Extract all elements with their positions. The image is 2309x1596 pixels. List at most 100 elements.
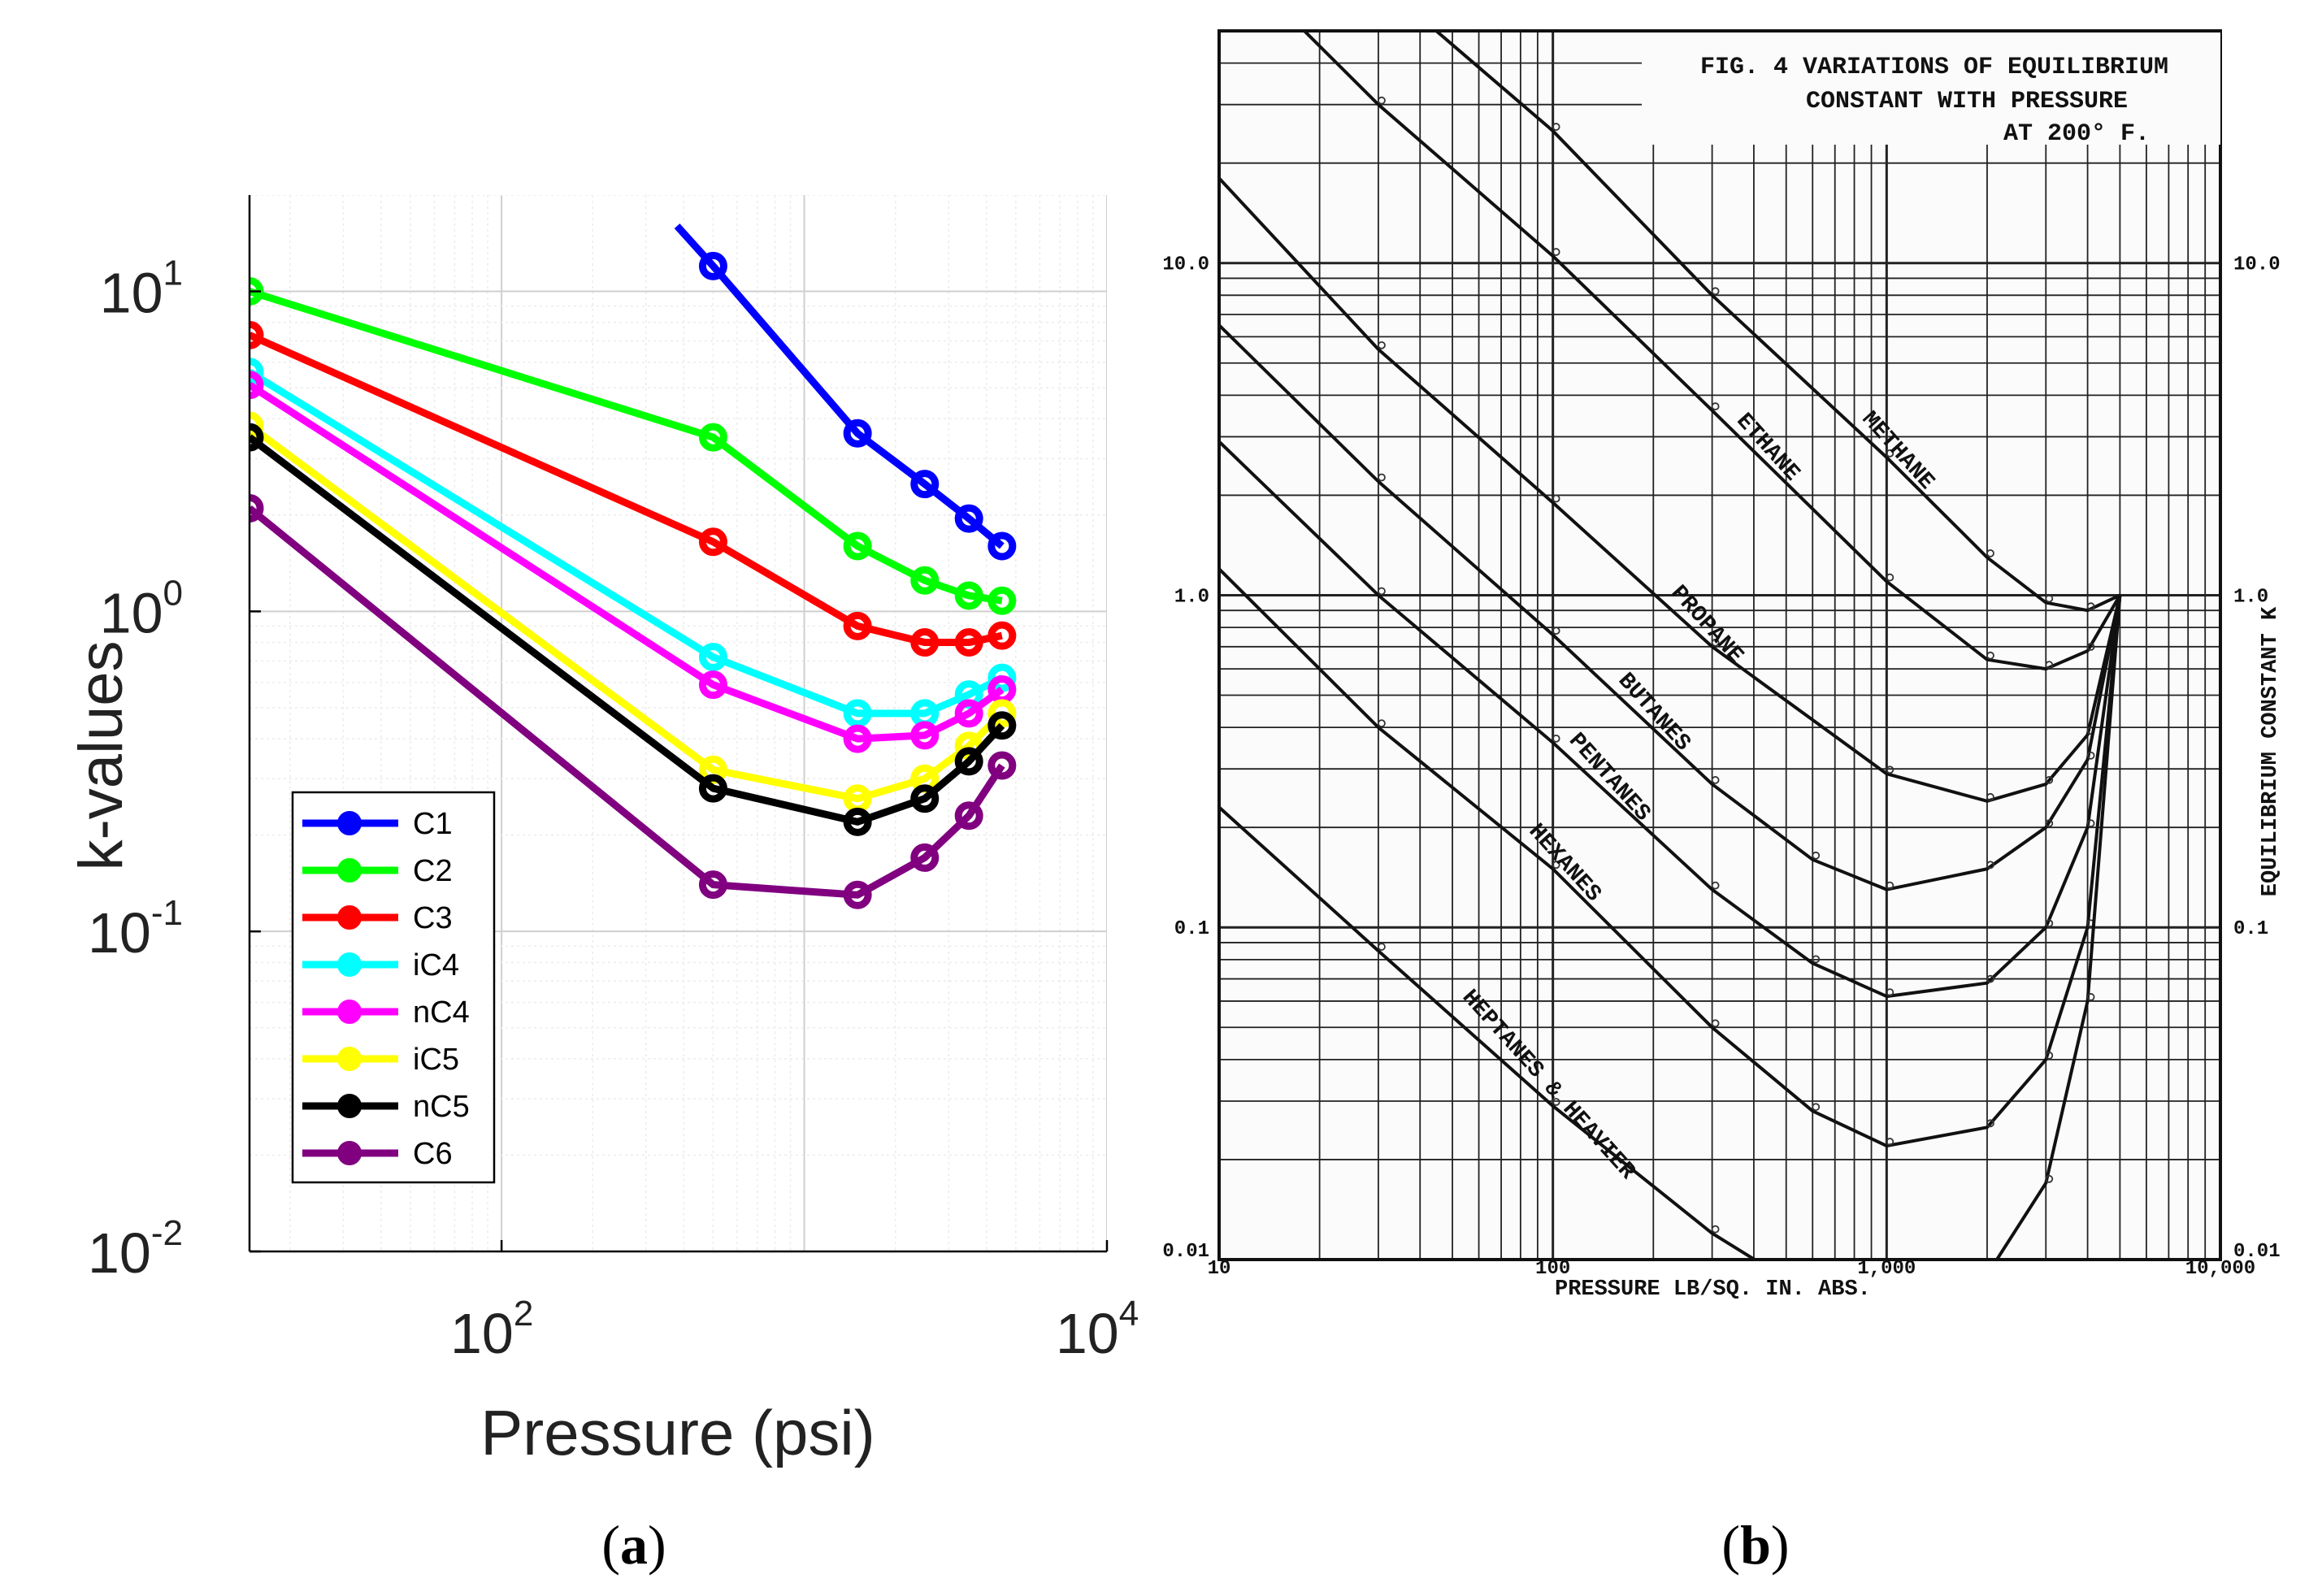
- data-point: [2086, 643, 2095, 651]
- data-point: [1986, 549, 1994, 557]
- data-point: [2045, 594, 2054, 603]
- legend: C1 C2 C3 iC4 nC4 iC5 nC5 C6: [291, 791, 496, 1184]
- legend-item-C1: C1: [302, 807, 453, 841]
- data-point-C2: [910, 566, 940, 595]
- data-point: [1552, 861, 1560, 870]
- x-axis-label: PRESSURE LB/SQ. IN. ABS.: [1555, 1277, 1871, 1302]
- x-tick-label: 10,000: [2185, 1258, 2255, 1280]
- legend-swatch-marker: [337, 905, 362, 930]
- data-point: [1711, 776, 1720, 784]
- data-point-C3: [987, 621, 1017, 650]
- curve-line: [1434, 31, 2121, 613]
- curve-butanes: [1219, 323, 2122, 891]
- legend-swatch-marker: [337, 1141, 362, 1165]
- data-point-iC5: [250, 411, 264, 440]
- data-point: [1552, 627, 1560, 635]
- data-point: [1986, 1119, 1994, 1128]
- data-point: [2045, 776, 2054, 784]
- data-point-C6: [698, 870, 727, 900]
- curve-line: [1219, 567, 2122, 1148]
- series-line-nC4: [250, 381, 1005, 743]
- data-point: [1378, 340, 1386, 349]
- data-point: [1886, 1308, 1893, 1314]
- data-point: [1812, 851, 1821, 860]
- data-point-C3: [250, 320, 264, 349]
- data-point-iC4: [843, 699, 872, 728]
- data-point-C6: [910, 843, 940, 872]
- y-tick-label-right: 0.01: [2233, 1241, 2281, 1263]
- data-point-C1: [698, 251, 727, 280]
- data-point: [1552, 734, 1560, 743]
- legend-item-nC4: nC4: [302, 995, 470, 1030]
- data-point-iC4: [987, 663, 1017, 692]
- series-line-C2: [250, 288, 1003, 605]
- data-point-C2: [987, 586, 1017, 615]
- data-point: [1378, 96, 1386, 105]
- data-point: [1552, 1098, 1560, 1106]
- data-point-nC5: [954, 747, 983, 776]
- data-point: [1886, 988, 1895, 997]
- axis-ticks: 10 100 1,000 10,000 10.0 1.0 0.1 0.01 10.0 1.0 0.1…: [1162, 254, 2280, 1280]
- data-point: [2045, 661, 2054, 670]
- y-tick-label-left: 1.0: [1174, 586, 1209, 608]
- data-point: [1711, 287, 1720, 296]
- data-point-C6: [987, 751, 1017, 780]
- legend-label: C6: [413, 1137, 453, 1171]
- data-point: [2086, 751, 2095, 760]
- legend-item-iC4: iC4: [302, 948, 459, 982]
- legend-label: nC4: [413, 995, 470, 1030]
- data-point: [1552, 494, 1560, 503]
- data-point-nC4: [698, 670, 727, 700]
- data-point: [1552, 123, 1560, 131]
- series-layer: [250, 223, 1017, 909]
- y-tick-label-right: 0.1: [2233, 918, 2268, 940]
- caption-b: (b): [1721, 1514, 1789, 1576]
- y-tick-label: 101: [100, 254, 183, 325]
- data-point: [1986, 974, 1994, 983]
- legend-item-C6: C6: [302, 1137, 453, 1171]
- curve-heptanes-heavier: [1219, 595, 2122, 1314]
- data-point-nC4: [843, 724, 872, 753]
- data-point: [1812, 955, 1821, 964]
- curve-hexanes: [1219, 567, 2122, 1148]
- legend-swatch-marker: [337, 858, 362, 883]
- title-line-1: FIG. 4 VARIATIONS OF EQUILIBRIUM: [1700, 54, 2168, 81]
- legend-swatch-marker: [337, 1094, 362, 1118]
- data-point: [2086, 993, 2095, 1001]
- x-tick-label: 104: [1056, 1294, 1139, 1365]
- data-point-nC4: [910, 721, 940, 750]
- legend-item-iC5: iC5: [302, 1043, 459, 1077]
- x-tick-label: 10: [1208, 1258, 1231, 1280]
- legend-label: C2: [413, 854, 453, 888]
- title-line-2: CONSTANT WITH PRESSURE: [1806, 88, 2128, 115]
- data-point: [1886, 573, 1895, 582]
- legend-label: C3: [413, 901, 453, 935]
- series-C1: [674, 223, 1017, 561]
- legend-label: C1: [413, 807, 453, 841]
- y-tick-label-left: 0.1: [1174, 918, 1209, 940]
- data-point-C6: [843, 880, 872, 909]
- y-tick-label-left: 0.01: [1162, 1241, 1209, 1263]
- curve-line: [1219, 177, 2122, 803]
- x-tick-label: 102: [450, 1294, 533, 1365]
- series-line-iC4: [250, 368, 1004, 718]
- data-point: [2086, 819, 2095, 828]
- curve-propane: [1219, 177, 2122, 803]
- data-point: [1711, 638, 1720, 647]
- legend-swatch-marker: [337, 811, 362, 835]
- data-point-C3: [910, 628, 940, 657]
- data-point: [2045, 819, 2054, 828]
- y-tick-label: 10-2: [88, 1213, 183, 1285]
- curve-pentanes: [1219, 440, 2122, 999]
- x-tick-label: 100: [1535, 1258, 1570, 1280]
- curve-line: [1219, 595, 2122, 1260]
- data-point-C1: [987, 531, 1017, 561]
- data-point: [1711, 1019, 1720, 1028]
- data-point: [1552, 248, 1560, 256]
- series-line-C3: [250, 332, 1003, 647]
- data-point: [1986, 651, 1994, 660]
- title-line-3: AT 200° F.: [2003, 120, 2150, 148]
- data-point: [1886, 881, 1895, 890]
- plot-area: [1219, 31, 2220, 1260]
